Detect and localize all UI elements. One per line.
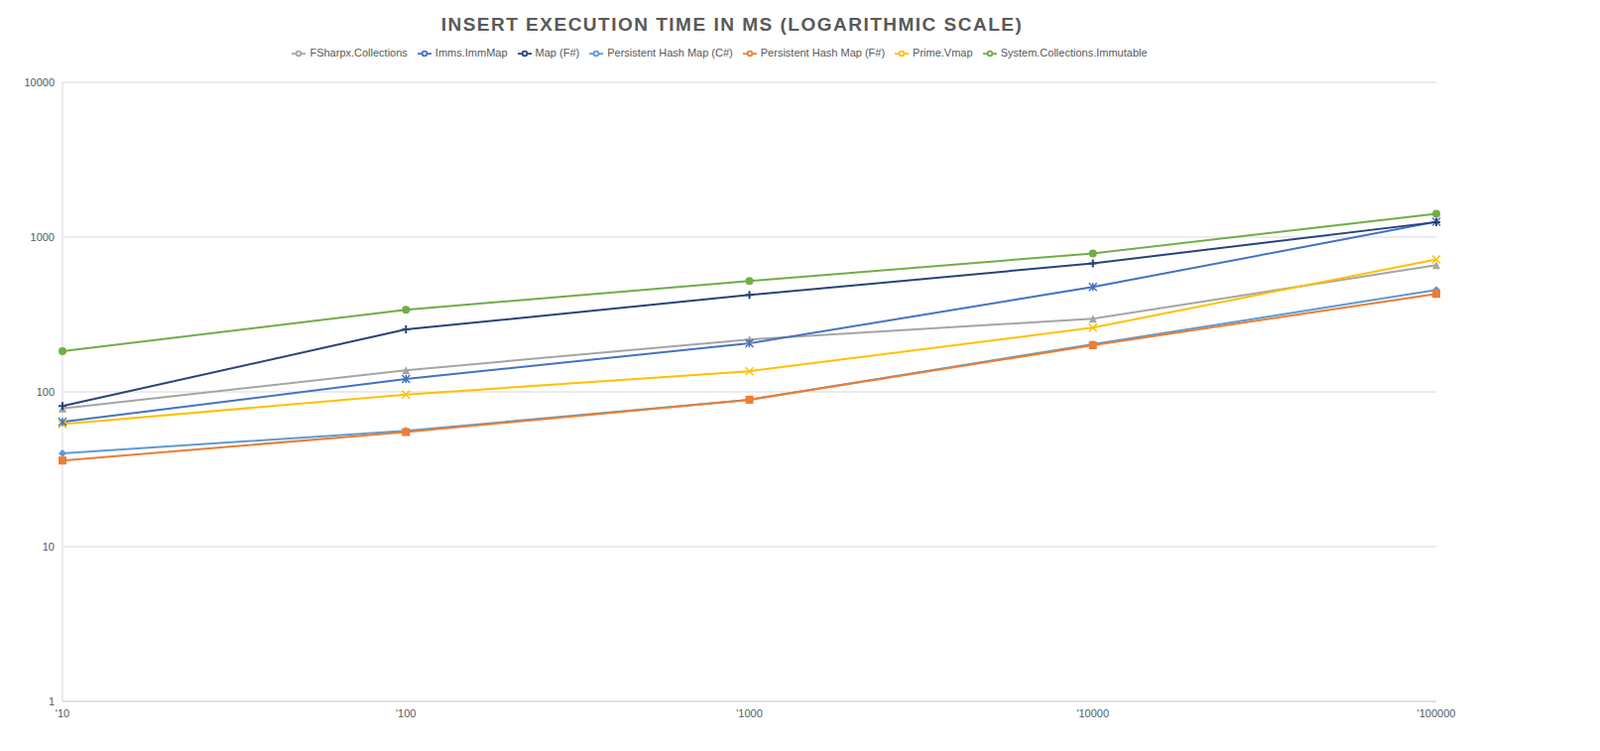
- html-text:INSERT EXECUTION TIME IN MS (L: INSERT EXECUTION TIME IN MS (LOGARITHMIC…: [441, 13, 1023, 35]
- svg-text:'100000: '100000: [1417, 707, 1457, 720]
- html-text:System.Collections.Immutable: System.Collections.Immutable: [1000, 46, 1148, 59]
- svg-text:100: 100: [36, 385, 55, 398]
- html-text:Imms.ImmMap: Imms.ImmMap: [435, 46, 508, 59]
- html-text:Map (F#): Map (F#): [535, 46, 580, 59]
- svg-text:'10: '10: [55, 707, 70, 720]
- html-text:Prime.Vmap: Prime.Vmap: [912, 46, 973, 59]
- svg-text:'10000: '10000: [1076, 707, 1109, 720]
- svg-text:'1000: '1000: [736, 707, 763, 720]
- html-text:Persistent Hash Map (F#): Persistent Hash Map (F#): [760, 46, 885, 59]
- svg-text:10: 10: [42, 540, 55, 553]
- html-text:FSharpx.Collections: FSharpx.Collections: [309, 46, 408, 59]
- html-text:Persistent Hash Map (C#): Persistent Hash Map (C#): [607, 46, 733, 59]
- svg-text:1000: 1000: [30, 231, 55, 244]
- svg-text:1: 1: [48, 695, 55, 708]
- svg-text:'100: '100: [395, 707, 416, 720]
- svg-text:10000: 10000: [23, 76, 55, 89]
